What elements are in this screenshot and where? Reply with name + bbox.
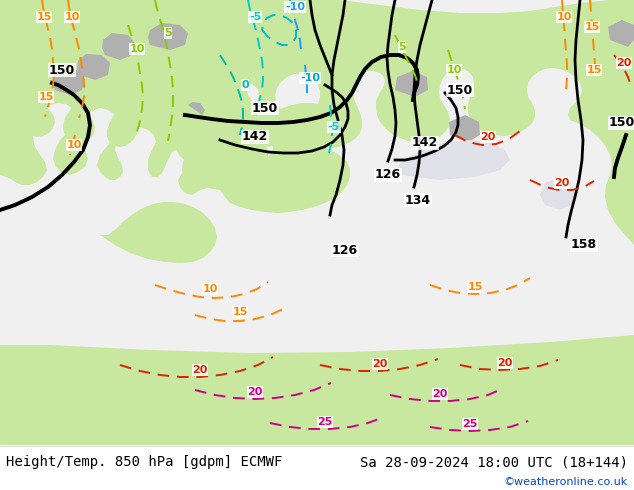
Text: 15: 15 <box>585 22 600 32</box>
Polygon shape <box>182 105 214 150</box>
Text: 25: 25 <box>317 417 333 427</box>
Text: 20: 20 <box>497 358 513 368</box>
Text: 15: 15 <box>38 92 54 102</box>
Text: 142: 142 <box>242 130 268 144</box>
Polygon shape <box>0 0 634 245</box>
Text: -5: -5 <box>328 122 340 132</box>
Text: 20: 20 <box>616 58 631 68</box>
Text: 20: 20 <box>432 389 448 399</box>
Text: 20: 20 <box>247 387 262 397</box>
Polygon shape <box>397 140 510 180</box>
Text: 0: 0 <box>241 80 249 90</box>
Polygon shape <box>176 107 186 120</box>
Text: Height/Temp. 850 hPa [gdpm] ECMWF: Height/Temp. 850 hPa [gdpm] ECMWF <box>6 455 282 469</box>
Text: 150: 150 <box>609 117 634 129</box>
Text: -10: -10 <box>285 2 305 12</box>
Text: 20: 20 <box>554 178 570 188</box>
Polygon shape <box>169 115 183 130</box>
Text: 5: 5 <box>164 28 172 38</box>
Text: 15: 15 <box>232 307 248 317</box>
Polygon shape <box>0 0 30 55</box>
Polygon shape <box>240 138 280 207</box>
Polygon shape <box>540 178 575 210</box>
Text: 10: 10 <box>64 12 80 22</box>
Text: 5: 5 <box>398 42 406 52</box>
Polygon shape <box>0 0 634 445</box>
Text: 10: 10 <box>446 65 462 75</box>
Text: 126: 126 <box>375 169 401 181</box>
Polygon shape <box>0 150 25 180</box>
Polygon shape <box>449 115 480 142</box>
Text: 10: 10 <box>129 44 145 54</box>
Polygon shape <box>395 71 428 97</box>
Polygon shape <box>102 33 135 60</box>
Text: 20: 20 <box>481 132 496 142</box>
Polygon shape <box>175 79 350 213</box>
Polygon shape <box>608 20 634 47</box>
Text: 142: 142 <box>412 137 438 149</box>
Text: 15: 15 <box>467 282 482 292</box>
Text: 134: 134 <box>405 194 431 206</box>
Text: 10: 10 <box>202 284 217 294</box>
Polygon shape <box>182 145 233 190</box>
Text: 15: 15 <box>586 65 602 75</box>
Polygon shape <box>148 23 188 50</box>
Text: 158: 158 <box>571 239 597 251</box>
Text: 15: 15 <box>36 12 52 22</box>
Text: 150: 150 <box>447 83 473 97</box>
Polygon shape <box>0 335 634 445</box>
Polygon shape <box>100 202 217 263</box>
Text: 126: 126 <box>332 244 358 256</box>
Text: 20: 20 <box>372 359 387 369</box>
Text: ©weatheronline.co.uk: ©weatheronline.co.uk <box>504 477 628 487</box>
Text: 25: 25 <box>462 419 477 429</box>
Text: 20: 20 <box>192 365 208 375</box>
Polygon shape <box>188 102 205 115</box>
Text: 10: 10 <box>67 140 82 150</box>
Text: -5: -5 <box>249 12 261 22</box>
Polygon shape <box>0 75 35 130</box>
Text: 150: 150 <box>49 64 75 76</box>
Text: -10: -10 <box>300 73 320 83</box>
Polygon shape <box>52 69 85 95</box>
Polygon shape <box>77 54 110 80</box>
Text: Sa 28-09-2024 18:00 UTC (18+144): Sa 28-09-2024 18:00 UTC (18+144) <box>360 455 628 469</box>
Polygon shape <box>0 0 260 197</box>
Text: 150: 150 <box>252 101 278 115</box>
Text: 10: 10 <box>556 12 572 22</box>
Polygon shape <box>0 445 634 490</box>
